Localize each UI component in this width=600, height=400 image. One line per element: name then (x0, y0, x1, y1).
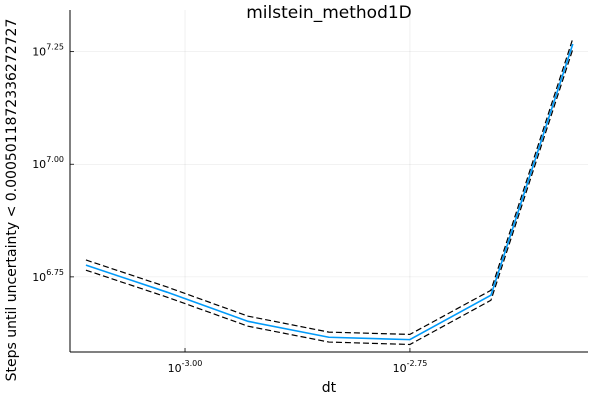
tick-label: 10-2.75 (393, 359, 428, 375)
tick-base: 10 (32, 46, 46, 59)
tick-exponent: -2.75 (407, 359, 428, 368)
tick-exponent: 7.25 (46, 43, 64, 52)
tick-base: 10 (32, 271, 46, 284)
tick-exponent: 7.00 (46, 155, 64, 164)
tick-label: 107.00 (32, 155, 64, 171)
tick-label: 10-3.00 (168, 359, 203, 375)
tick-exponent: -3.00 (182, 359, 203, 368)
y-axis-label: Steps until uncertainty < 0.000501187233… (4, 19, 20, 382)
x-axis-label: dt (322, 380, 337, 396)
tick-label: 106.75 (32, 268, 64, 284)
tick-label: 107.25 (32, 43, 64, 59)
series-line (85, 43, 574, 341)
series-line (85, 38, 574, 336)
tick-base: 10 (393, 362, 407, 375)
tick-exponent: 6.75 (46, 268, 64, 277)
tick-base: 10 (168, 362, 182, 375)
series-line (85, 49, 574, 346)
tick-base: 10 (32, 158, 46, 171)
chart-title: milstein_method1D (246, 3, 412, 23)
